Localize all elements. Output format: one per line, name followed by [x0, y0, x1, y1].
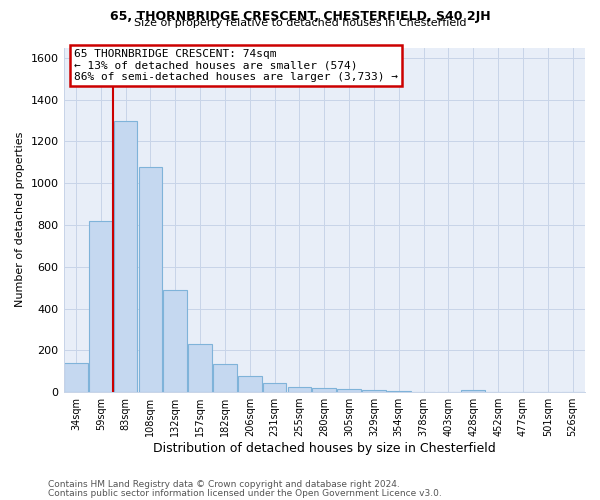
- Bar: [163, 290, 187, 392]
- Bar: [461, 390, 485, 392]
- Bar: [114, 120, 137, 392]
- Bar: [139, 166, 162, 392]
- Bar: [263, 382, 286, 392]
- Bar: [387, 391, 410, 392]
- Bar: [337, 389, 361, 392]
- Bar: [213, 364, 237, 392]
- Bar: [89, 221, 113, 392]
- Bar: [188, 344, 212, 392]
- Bar: [287, 387, 311, 392]
- Text: Size of property relative to detached houses in Chesterfield: Size of property relative to detached ho…: [134, 18, 466, 28]
- Text: Contains public sector information licensed under the Open Government Licence v3: Contains public sector information licen…: [48, 488, 442, 498]
- X-axis label: Distribution of detached houses by size in Chesterfield: Distribution of detached houses by size …: [153, 442, 496, 455]
- Text: 65 THORNBRIDGE CRESCENT: 74sqm
← 13% of detached houses are smaller (574)
86% of: 65 THORNBRIDGE CRESCENT: 74sqm ← 13% of …: [74, 49, 398, 82]
- Bar: [64, 363, 88, 392]
- Bar: [362, 390, 386, 392]
- Text: Contains HM Land Registry data © Crown copyright and database right 2024.: Contains HM Land Registry data © Crown c…: [48, 480, 400, 489]
- Bar: [313, 388, 336, 392]
- Bar: [238, 376, 262, 392]
- Y-axis label: Number of detached properties: Number of detached properties: [15, 132, 25, 308]
- Text: 65, THORNBRIDGE CRESCENT, CHESTERFIELD, S40 2JH: 65, THORNBRIDGE CRESCENT, CHESTERFIELD, …: [110, 10, 490, 23]
